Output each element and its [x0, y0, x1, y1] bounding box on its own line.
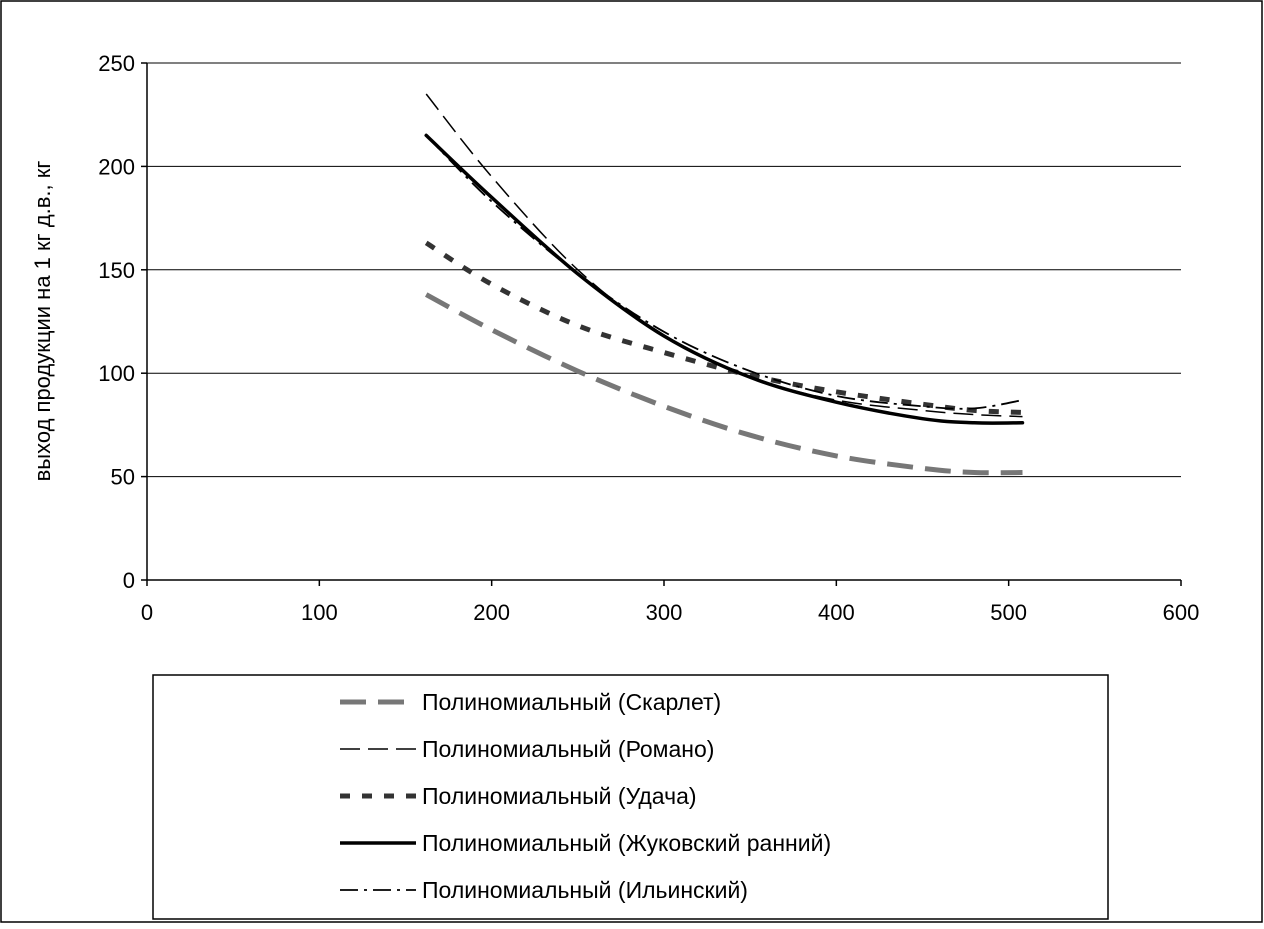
- legend-label: Полиномиальный (Жуковский ранний): [422, 830, 831, 856]
- legend-label: Полиномиальный (Ильинский): [422, 877, 748, 903]
- series-line-5: [425, 134, 1023, 410]
- x-tick-label: 200: [473, 600, 510, 625]
- y-tick-label: 100: [98, 361, 135, 386]
- series-line-4: [424, 133, 1025, 425]
- x-tick-label: 500: [990, 600, 1027, 625]
- legend-label: Полиномиальный (Романо): [422, 736, 714, 762]
- y-tick-label: 200: [98, 154, 135, 179]
- y-tick-label: 0: [123, 568, 135, 593]
- y-tick-label: 150: [98, 258, 135, 283]
- y-tick-label: 50: [111, 465, 135, 490]
- series-lines: [424, 93, 1025, 476]
- series-line-1: [425, 292, 1023, 476]
- legend-label: Полиномиальный (Скарлет): [422, 689, 721, 715]
- grid-lines: [147, 62, 1181, 478]
- x-tick-label: 300: [646, 600, 683, 625]
- legend-label: Полиномиальный (Удача): [422, 783, 697, 809]
- y-ticks: 0 50 100 150 200 250: [98, 51, 147, 593]
- x-tick-label: 0: [141, 600, 153, 625]
- y-axis-title: выход продукции на 1 кг д.в., кг: [30, 161, 55, 482]
- legend-box: [152, 674, 1109, 920]
- x-tick-label: 100: [301, 600, 338, 625]
- x-ticks: 0 100 200 300 400 500 600: [141, 580, 1199, 625]
- x-tick-label: 400: [818, 600, 855, 625]
- x-tick-label: 600: [1163, 600, 1200, 625]
- legend: Полиномиальный (Скарлет) Полиномиальный (…: [340, 689, 831, 903]
- y-tick-label: 250: [98, 51, 135, 76]
